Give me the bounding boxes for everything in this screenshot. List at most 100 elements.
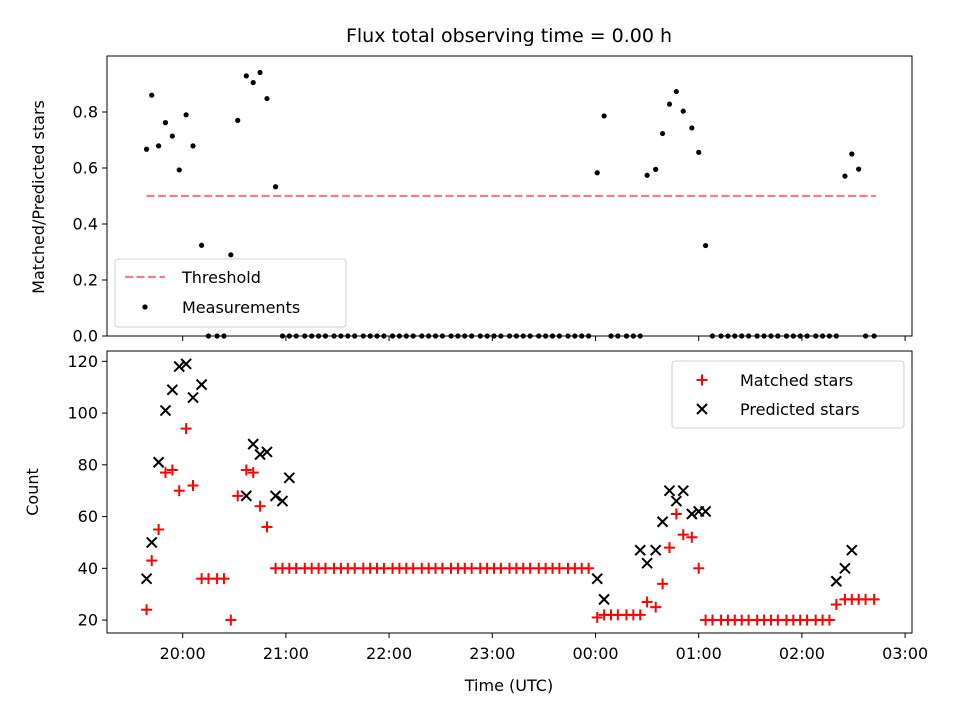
predicted-star-marker (650, 544, 662, 556)
measurement-point (264, 95, 270, 102)
predicted-star-stroke-b (261, 446, 273, 458)
measurement-point (243, 73, 249, 79)
predicted-star-marker (152, 456, 165, 468)
top-y-tick-label: 0.4 (73, 215, 98, 234)
measurement-point (702, 242, 709, 249)
x-tick-label: 03:00 (882, 644, 928, 663)
predicted-star-marker (140, 572, 153, 585)
legend-matched-label: Matched stars (740, 371, 853, 390)
predicted-star-stroke-b (173, 360, 185, 373)
matched-star-marker (146, 555, 158, 567)
predicted-star-marker (283, 472, 296, 484)
predicted-star-marker (261, 446, 273, 458)
measurement-point (176, 167, 182, 173)
matched-star-marker (663, 542, 675, 554)
predicted-star-marker (254, 448, 266, 461)
x-axis-label: Time (UTC) (464, 676, 553, 695)
matched-star-marker (641, 596, 653, 608)
matched-star-marker (583, 562, 595, 574)
predicted-star-marker (146, 536, 158, 549)
measurement-point (143, 146, 150, 152)
top-y-tick-label: 0.6 (73, 159, 98, 178)
predicted-star-stroke-b (283, 472, 296, 484)
measurement-point (680, 108, 686, 114)
predicted-star-stroke-b (839, 562, 851, 575)
matched-star-marker (166, 464, 178, 476)
predicted-star-marker (173, 360, 185, 373)
matched-star-marker (153, 524, 165, 536)
predicted-star-marker (269, 490, 282, 502)
predicted-star-marker (686, 508, 698, 520)
measurement-point (190, 143, 196, 149)
top-y-tick-label: 0.0 (73, 327, 98, 346)
predicted-star-marker (240, 490, 253, 502)
top-plot-frame (106, 55, 913, 337)
predicted-star-marker (591, 572, 603, 585)
measurement-point (169, 133, 175, 139)
predicted-star-marker (187, 391, 199, 404)
predicted-star-stroke-b (699, 505, 712, 518)
measurement-point (250, 80, 256, 86)
predicted-star-marker (641, 557, 653, 569)
x-tick-label: 01:00 (676, 644, 722, 663)
measurement-point (156, 143, 162, 149)
predicted-star-stroke-b (650, 544, 662, 556)
predicted-star-stroke-b (166, 384, 179, 396)
predicted-star-stroke-b (159, 404, 172, 417)
predicted-star-stroke-b (641, 557, 653, 569)
predicted-star-marker (634, 544, 646, 556)
measurement-point (842, 173, 848, 179)
legend-measurements-swatch (142, 304, 148, 310)
legend-predicted-swatch-b (696, 403, 708, 415)
measurement-point (689, 125, 695, 131)
top-plot-area: 0.0 0.2 0.4 0.6 0.8 (73, 55, 913, 346)
predicted-star-marker (195, 378, 208, 391)
predicted-star-stroke-b (670, 495, 683, 507)
top-y-tick-label: 0.2 (73, 271, 98, 290)
matched-star-marker (225, 614, 237, 626)
matched-star-marker (254, 500, 266, 512)
predicted-star-stroke-b (146, 536, 158, 549)
measurement-point (696, 149, 702, 155)
matched-star-marker (187, 480, 199, 492)
measurement-point (594, 170, 600, 176)
predicted-star-marker (699, 505, 712, 518)
matched-star-marker (686, 531, 698, 543)
top-legend-box (114, 258, 347, 328)
bottom-y-tick-label: 100 (67, 404, 98, 423)
matched-star-marker (218, 573, 230, 585)
matched-star-marker (650, 601, 662, 613)
measurement-point (856, 166, 862, 172)
predicted-star-marker (247, 438, 259, 450)
matched-star-marker (657, 578, 669, 590)
bottom-legend-box (671, 360, 905, 429)
x-tick-label: 21:00 (263, 644, 309, 663)
predicted-star-stroke-b (187, 391, 199, 404)
matched-star-marker (180, 423, 192, 435)
predicted-star-stroke-b (663, 484, 676, 497)
measurement-point (849, 151, 855, 157)
legend-threshold-label: Threshold (181, 268, 261, 287)
measurement-point (183, 112, 189, 118)
predicted-star-marker (180, 358, 192, 370)
matched-star-marker (240, 464, 252, 476)
matched-star-marker (591, 611, 603, 623)
predicted-star-stroke-b (269, 490, 282, 502)
x-tick-label: 02:00 (779, 644, 825, 663)
matched-star-marker (634, 609, 646, 621)
measurement-point (659, 130, 666, 137)
measurement-point (199, 242, 205, 248)
predicted-star-marker (839, 562, 851, 575)
predicted-star-stroke-b (240, 490, 253, 502)
predicted-star-stroke-b (195, 378, 208, 391)
predicted-star-stroke-b (276, 495, 289, 507)
chart-title: Flux total observing time = 0.00 h (346, 25, 672, 47)
predicted-star-marker (830, 575, 843, 587)
bottom-y-tick-label: 20 (78, 611, 98, 630)
predicted-star-marker (656, 516, 669, 528)
measurement-point (644, 172, 650, 178)
matched-star-marker (173, 485, 185, 497)
predicted-star-marker (670, 495, 683, 507)
